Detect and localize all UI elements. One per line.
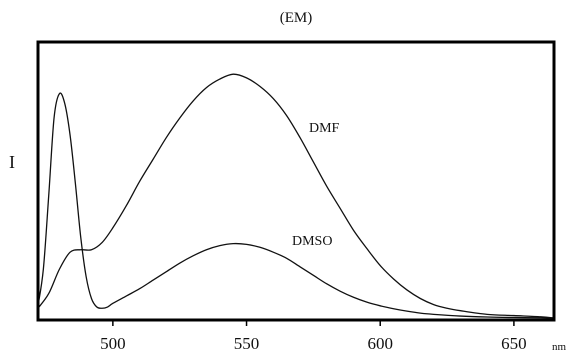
x-tick-label: 650 [501, 334, 527, 353]
series-curves [37, 73, 555, 319]
x-tick-label: 500 [100, 334, 126, 353]
series-line-dmso [37, 92, 555, 319]
series-label-dmso: DMSO [292, 234, 332, 249]
x-axis-unit: nm [552, 341, 567, 353]
plot-frame [36, 40, 556, 322]
y-axis-label: I [9, 152, 15, 172]
x-tick-label: 600 [367, 334, 393, 353]
chart-title: (EM) [280, 10, 313, 26]
x-tick-label: 550 [234, 334, 260, 353]
x-axis-ticks: 500 550 600 650 [100, 320, 527, 353]
series-label-dmf: DMF [309, 121, 340, 136]
series-line-dmf [37, 73, 555, 319]
